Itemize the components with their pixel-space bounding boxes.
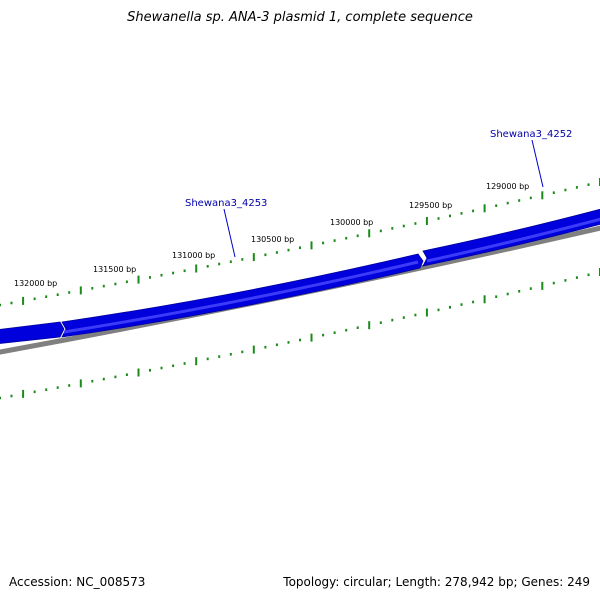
gene-labels: Shewana3_4253 Shewana3_4252 (185, 129, 572, 258)
accession-text: Accession: NC_008573 (9, 575, 146, 589)
map-title: Shewanella sp. ANA-3 plasmid 1, complete… (127, 10, 473, 25)
gene-label-shewana3-4253[interactable]: Shewana3_4253 (185, 198, 267, 209)
tick-label: 131000 bp (172, 251, 215, 260)
gene-arrow-left[interactable] (0, 321, 65, 344)
tick-label: 130000 bp (330, 218, 373, 227)
topology-text: Topology: circular; Length: 278,942 bp; … (283, 575, 590, 589)
gene-label-shewana3-4252[interactable]: Shewana3_4252 (490, 129, 572, 140)
tick-label: 129500 bp (409, 201, 452, 210)
tick-label: 129000 bp (486, 182, 529, 191)
gene-highlight (63, 217, 600, 334)
tick-labels: 132000 bp 131500 bp 131000 bp 130500 bp … (14, 182, 529, 288)
tick-label: 130500 bp (251, 235, 294, 244)
outer-tick-track (0, 178, 600, 307)
inner-tick-track (0, 268, 600, 400)
gene-label-leader-4253 (223, 208, 236, 258)
gene-track (0, 208, 600, 344)
tick-label: 131500 bp (93, 265, 136, 274)
gene-label-leader-4252 (531, 139, 544, 188)
tick-label: 132000 bp (14, 279, 57, 288)
